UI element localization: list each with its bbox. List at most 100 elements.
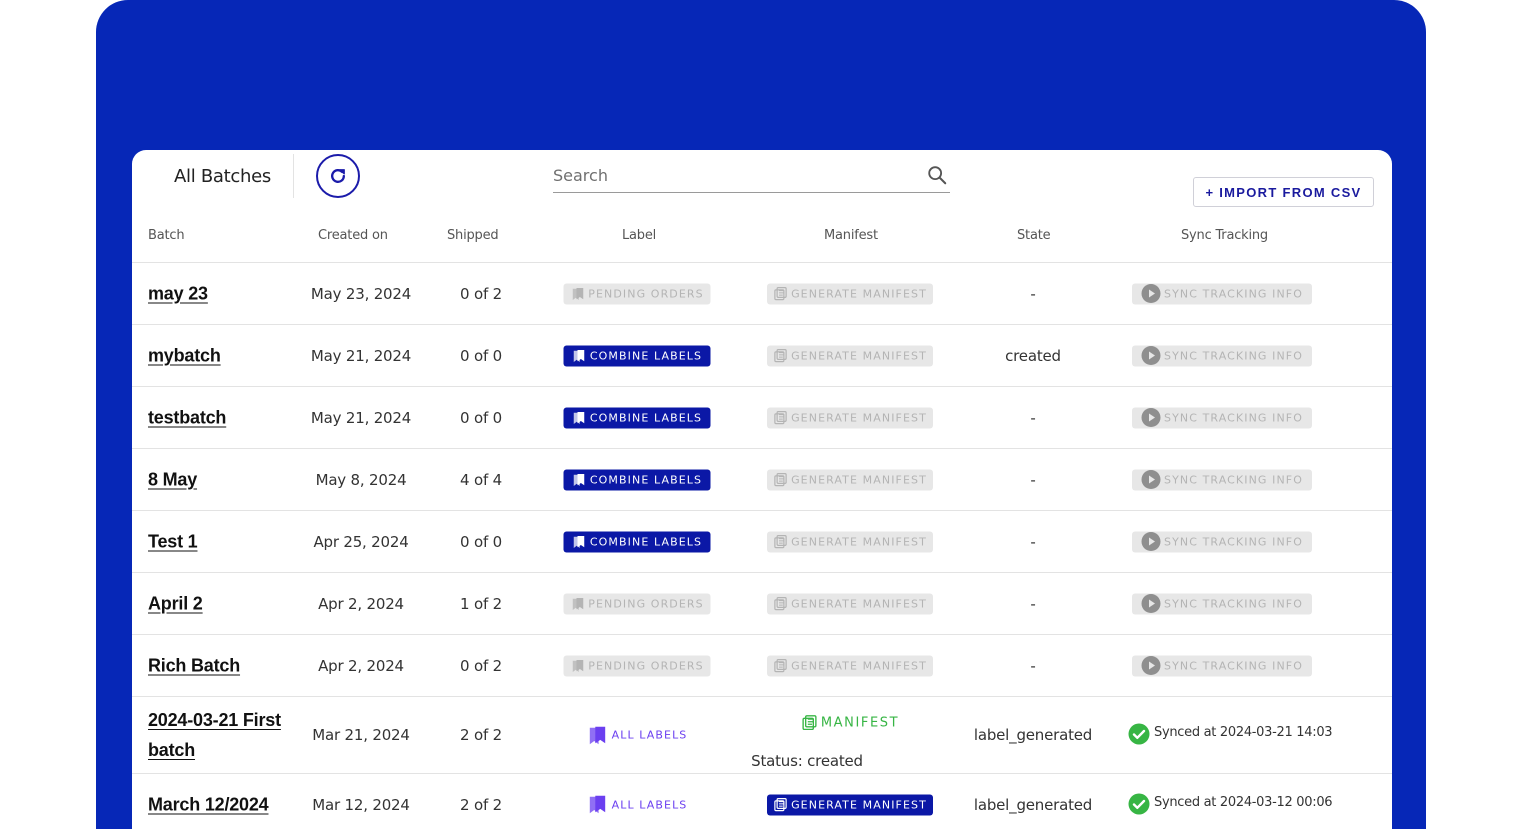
play-icon [1141, 408, 1161, 427]
label-button[interactable]: ALL LABELS [564, 725, 711, 746]
manifest-button-text: GENERATE MANIFEST [791, 535, 927, 548]
batch-link[interactable]: Test 1 [148, 531, 198, 551]
label-button-text: PENDING ORDERS [588, 287, 704, 300]
label-button-text: COMBINE LABELS [589, 349, 703, 362]
state-value: - [1030, 594, 1036, 613]
manifest-button-text: GENERATE MANIFEST [791, 798, 927, 811]
shipped-count: 2 of 2 [460, 795, 502, 814]
shipped-count: 0 of 2 [460, 656, 502, 675]
created-on: Mar 21, 2024 [312, 726, 410, 744]
label-button-text: PENDING ORDERS [588, 597, 704, 610]
batch-link[interactable]: March 12/2024 [148, 794, 269, 814]
manifest-button: GENERATE MANIFEST [767, 655, 933, 676]
sync-tracking-button: SYNC TRACKING INFO [1132, 655, 1312, 676]
label-icon [574, 535, 585, 548]
manifest-button-text: GENERATE MANIFEST [791, 349, 927, 362]
manifest-button[interactable]: GENERATE MANIFEST [767, 794, 933, 815]
manifest-icon [774, 286, 787, 300]
refresh-button[interactable] [316, 154, 360, 198]
table-row: April 2 Apr 2, 2024 1 of 2 PENDING ORDERS GE… [132, 573, 1392, 635]
state-value: - [1030, 532, 1036, 551]
created-on: Apr 2, 2024 [318, 656, 404, 675]
manifest-button-text: MANIFEST [820, 715, 900, 731]
label-button: PENDING ORDERS [563, 283, 711, 304]
label-icon [572, 597, 583, 610]
table-body: may 23 May 23, 2024 0 of 2 PENDING ORDERS GE… [132, 263, 1392, 829]
search-box [553, 160, 950, 193]
state-value: - [1030, 656, 1036, 675]
manifest-icon [802, 715, 817, 731]
batch-link[interactable]: April 2 [148, 593, 203, 613]
table-row: Test 1 Apr 25, 2024 0 of 0 COMBINE LABELS GE… [132, 511, 1392, 573]
shipped-count: 0 of 0 [460, 532, 502, 551]
refresh-icon [331, 169, 345, 183]
sync-tracking-text: SYNC TRACKING INFO [1163, 287, 1303, 300]
manifest-icon [774, 797, 787, 811]
batch-link[interactable]: testbatch [148, 407, 227, 427]
batch-link[interactable]: 8 May [148, 469, 198, 489]
shipped-count: 0 of 0 [460, 408, 502, 427]
label-button-text: COMBINE LABELS [589, 411, 703, 424]
sync-tracking-button: SYNC TRACKING INFO [1132, 531, 1312, 552]
search-icon[interactable] [926, 164, 948, 186]
header-sync-tracking: Sync Tracking [1181, 228, 1268, 243]
toolbar: All Batches + IMPORT FROM CSV [132, 150, 1392, 210]
created-on: Apr 2, 2024 [318, 594, 404, 613]
search-input[interactable] [553, 160, 913, 190]
label-button[interactable]: COMBINE LABELS [563, 531, 711, 552]
created-on: May 21, 2024 [310, 346, 412, 365]
table-row: testbatch May 21, 2024 0 of 0 COMBINE LABEL… [132, 387, 1392, 449]
shipped-count: 0 of 2 [460, 284, 502, 303]
header-label: Label [622, 228, 657, 243]
header-shipped[interactable]: Shipped [447, 228, 499, 243]
manifest-icon [774, 348, 787, 362]
table-row: March 12/2024 Mar 12, 2024 2 of 2 ALL LABEL… [132, 774, 1392, 829]
batch-link[interactable]: mybatch [148, 345, 221, 365]
created-on: May 23, 2024 [310, 284, 412, 303]
manifest-button: GENERATE MANIFEST [767, 531, 933, 552]
manifest-button[interactable]: MANIFEST [767, 713, 933, 734]
shipped-count: 0 of 0 [460, 346, 502, 365]
label-button[interactable]: ALL LABELS [564, 794, 711, 815]
label-button[interactable]: COMBINE LABELS [563, 469, 711, 490]
sync-tracking-text: SYNC TRACKING INFO [1163, 659, 1303, 672]
play-icon [1141, 656, 1161, 675]
label-button-text: PENDING ORDERS [588, 659, 704, 672]
play-icon [1141, 470, 1161, 489]
batch-link[interactable]: 2024-03-21 First batch [148, 710, 281, 760]
batch-link[interactable]: Rich Batch [148, 655, 241, 675]
state-value: created [1005, 346, 1061, 365]
check-circle-icon [1128, 793, 1150, 814]
created-on: May 8, 2024 [315, 470, 407, 489]
manifest-button-text: GENERATE MANIFEST [791, 287, 927, 300]
manifest-icon [774, 410, 787, 424]
label-button[interactable]: COMBINE LABELS [563, 407, 711, 428]
label-icon [574, 349, 585, 362]
header-batch[interactable]: Batch [148, 228, 185, 243]
label-button[interactable]: COMBINE LABELS [563, 345, 711, 366]
label-button-text: ALL LABELS [611, 728, 688, 742]
import-csv-button[interactable]: + IMPORT FROM CSV [1193, 177, 1374, 207]
table-row: 8 May May 8, 2024 4 of 4 COMBINE LABELS GENE… [132, 449, 1392, 511]
manifest-button: GENERATE MANIFEST [767, 469, 933, 490]
tab-divider [293, 154, 294, 198]
header-created-on[interactable]: Created on [318, 228, 388, 243]
manifest-button-text: GENERATE MANIFEST [791, 411, 927, 424]
batch-link[interactable]: may 23 [148, 283, 208, 303]
check-circle-icon [1128, 723, 1150, 745]
manifest-icon [774, 472, 787, 486]
manifest-button-text: GENERATE MANIFEST [791, 659, 927, 672]
manifest-button-text: GENERATE MANIFEST [791, 597, 927, 610]
header-manifest: Manifest [824, 228, 878, 243]
sync-tracking-text: SYNC TRACKING INFO [1163, 349, 1303, 362]
sync-tracking-text: SYNC TRACKING INFO [1163, 597, 1303, 610]
play-icon [1141, 284, 1161, 303]
sync-tracking-text: SYNC TRACKING INFO [1163, 535, 1303, 548]
manifest-button: GENERATE MANIFEST [767, 345, 933, 366]
manifest-status: Status: created [751, 752, 863, 770]
shipped-count: 1 of 2 [460, 594, 502, 613]
shipped-count: 4 of 4 [460, 470, 502, 489]
state-value: - [1030, 470, 1036, 489]
label-icon [589, 795, 606, 814]
tab-all-batches[interactable]: All Batches [174, 166, 271, 187]
